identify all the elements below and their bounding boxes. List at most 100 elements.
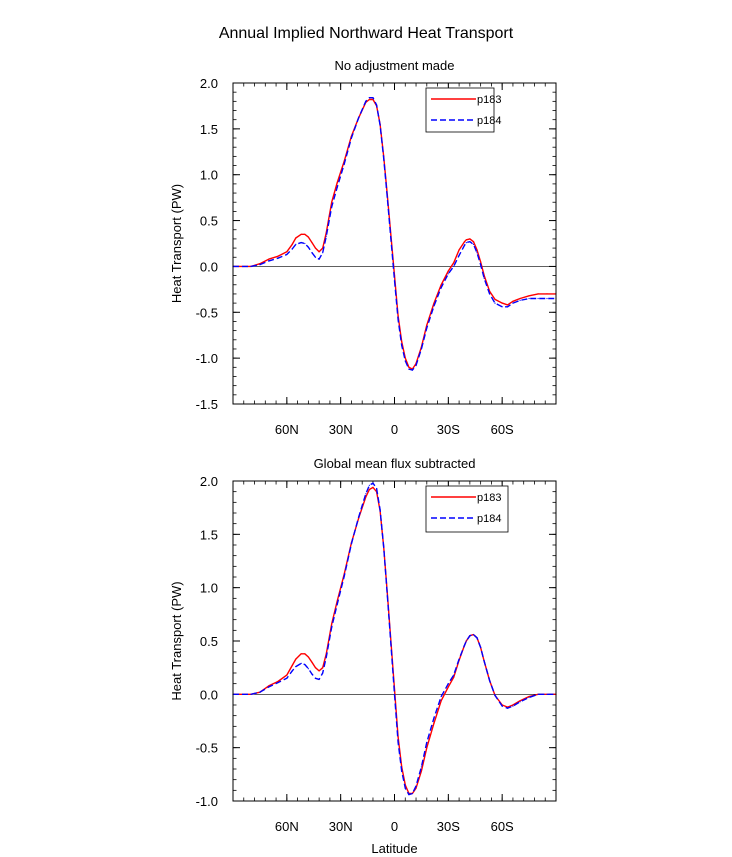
data-point-p183-09 xyxy=(304,233,306,235)
data-point-p184-38 xyxy=(433,305,435,307)
data-point-p183-30 xyxy=(397,315,399,317)
data-point-p183-08 xyxy=(300,233,302,235)
data-point-p184-56 xyxy=(528,297,530,300)
data-point-p183-16 xyxy=(331,201,333,203)
data-point-p183-06 xyxy=(291,664,293,667)
y-axis-label: Heat Transport (PW) xyxy=(169,581,184,700)
data-point-p184-22 xyxy=(368,484,370,486)
x-tick-label: 60S xyxy=(491,422,514,437)
data-point-p184-41 xyxy=(453,265,455,267)
data-point-p184-50 xyxy=(489,679,491,682)
data-point-p184-33 xyxy=(408,368,410,370)
data-point-p183-17 xyxy=(336,182,338,184)
data-point-p183-22 xyxy=(368,488,370,491)
data-point-p184-47 xyxy=(476,252,478,254)
data-point-p183-38 xyxy=(433,722,435,724)
data-point-p184-56 xyxy=(528,696,530,699)
data-point-p184-20 xyxy=(358,516,360,518)
x-tick-label: 30N xyxy=(329,422,353,437)
data-point-p184-16 xyxy=(331,206,333,208)
data-point-p183-07 xyxy=(295,237,297,239)
data-point-p184-02 xyxy=(259,264,261,266)
data-point-p184-27 xyxy=(386,197,388,199)
data-point-p184-36 xyxy=(420,348,422,350)
data-point-p184-01 xyxy=(250,265,252,267)
data-point-p184-23 xyxy=(372,482,374,484)
chart-title: No adjustment made xyxy=(335,58,455,73)
data-point-p184-03 xyxy=(268,260,270,262)
data-point-p184-09 xyxy=(304,663,306,666)
data-point-p184-12 xyxy=(314,677,317,679)
data-point-p183-37 xyxy=(426,747,428,749)
data-point-p183-16 xyxy=(331,623,333,625)
data-point-p183-55 xyxy=(519,297,521,300)
data-point-p184-51 xyxy=(494,694,496,697)
y-tick-label: 0.0 xyxy=(200,687,218,702)
x-tick-label: 60N xyxy=(275,422,299,437)
data-point-p183-48 xyxy=(480,261,482,263)
data-point-p184-42 xyxy=(458,658,460,660)
data-point-p184-39 xyxy=(440,286,442,289)
data-point-p183-33 xyxy=(408,366,410,368)
y-tick-label: 0.5 xyxy=(200,634,218,649)
data-point-p183-08 xyxy=(300,653,302,655)
data-point-p184-35 xyxy=(415,364,417,367)
panel-no-adjustment: No adjustment made 2.0 1.5 1.0 0.5 0.0 -0.5 -1.… xyxy=(169,58,557,437)
data-point-p183-14 xyxy=(322,667,324,669)
data-point-p184-57 xyxy=(537,297,539,300)
y-tick-label: 1.5 xyxy=(200,122,218,137)
data-point-p183-23 xyxy=(372,486,374,488)
y-tick-label: -1.0 xyxy=(196,351,218,366)
data-point-p183-53 xyxy=(507,304,509,306)
data-point-p184-31 xyxy=(401,770,403,772)
data-point-p184-29 xyxy=(393,279,396,281)
y-tick-label: 0.5 xyxy=(200,214,218,229)
data-point-p183-12 xyxy=(314,667,317,669)
data-point-p184-04 xyxy=(277,682,279,684)
data-point-p184-07 xyxy=(295,243,297,245)
data-point-p184-28 xyxy=(390,238,392,240)
series-points-p183 xyxy=(232,486,557,795)
data-point-p184-58 xyxy=(546,693,548,695)
data-point-p184-40 xyxy=(447,273,449,275)
data-point-p184-13 xyxy=(318,678,320,681)
data-point-p184-08 xyxy=(300,662,302,665)
legend-box xyxy=(425,87,495,133)
legend-label-p183: p183 xyxy=(477,94,501,106)
data-point-p184-07 xyxy=(295,666,297,668)
data-point-p184-38 xyxy=(433,717,435,719)
data-point-p184-49 xyxy=(483,660,485,662)
data-point-p184-10 xyxy=(307,668,309,670)
data-point-p183-04 xyxy=(277,255,279,257)
data-point-p184-27 xyxy=(386,594,388,596)
data-point-p184-18 xyxy=(343,575,345,577)
data-point-p183-37 xyxy=(426,324,428,326)
data-point-p184-21 xyxy=(365,493,367,495)
y-tick-label: 1.5 xyxy=(200,527,218,542)
data-point-p183-28 xyxy=(390,234,392,236)
data-point-p184-41 xyxy=(453,674,455,676)
data-point-p184-17 xyxy=(336,187,338,189)
data-point-p184-25 xyxy=(379,124,381,126)
data-point-p183-41 xyxy=(453,676,455,678)
data-point-p184-24 xyxy=(376,487,378,490)
x-tick-label: 0 xyxy=(391,422,398,437)
data-point-p183-36 xyxy=(420,770,422,772)
data-point-p184-24 xyxy=(376,104,378,106)
data-point-p184-11 xyxy=(311,673,313,675)
data-point-p184-11 xyxy=(311,252,313,254)
x-tick-label: 60S xyxy=(491,819,514,834)
data-point-p184-53 xyxy=(507,707,509,709)
data-point-p184-10 xyxy=(307,246,309,248)
y-tick-label: -1.0 xyxy=(196,794,218,809)
data-point-p184-32 xyxy=(404,787,406,789)
data-point-p184-54 xyxy=(512,302,514,304)
data-point-p183-42 xyxy=(458,249,460,251)
data-point-p183-56 xyxy=(528,695,530,698)
panel-global-mean-subtracted: Global mean flux subtracted 2.0 1.5 1.0 0.5 0… xyxy=(169,456,557,856)
data-point-p184-55 xyxy=(519,701,521,703)
x-tick-label: 30S xyxy=(437,819,460,834)
legend-label-p184: p184 xyxy=(477,115,501,127)
data-point-p184-06 xyxy=(291,670,293,672)
data-point-p184-50 xyxy=(489,293,491,295)
